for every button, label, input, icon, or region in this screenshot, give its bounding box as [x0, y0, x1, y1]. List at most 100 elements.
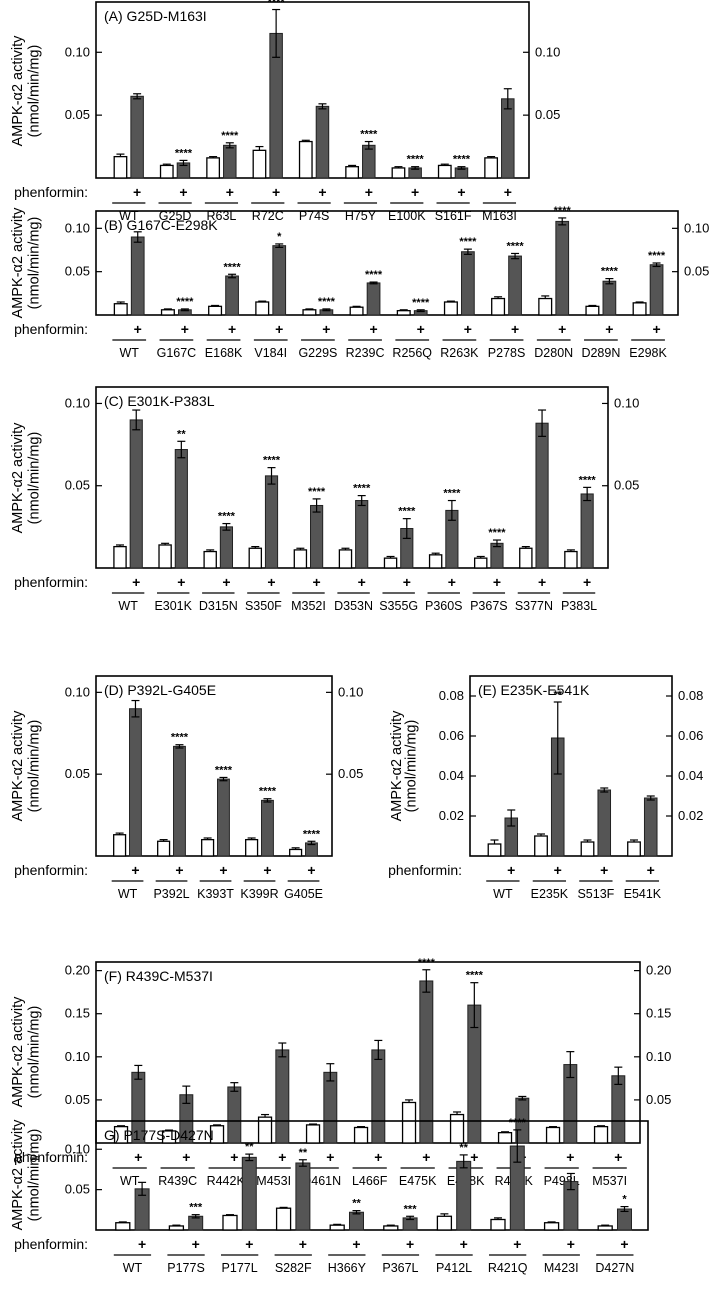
bar-untreated [349, 306, 364, 316]
category-label: E235K [531, 887, 569, 901]
y-axis-label: AMPK-α2 activity(nmol/min/mg) [10, 35, 43, 146]
y-tick-label-left: 0.10 [65, 44, 90, 59]
bar-phenformin [295, 1162, 311, 1231]
phenformin-plus: + [538, 574, 546, 590]
bar-untreated [302, 309, 317, 316]
panel-E: (E) E235K-E541K 0.02 0.02 0.04 0.04 0.06 0.06 0… [388, 675, 703, 901]
bar-untreated [490, 1218, 506, 1231]
category-label: S161F [435, 209, 472, 223]
y-axis-label-line2: (nmol/min/mg) [27, 217, 43, 310]
phenformin-plus: + [134, 321, 142, 337]
bar-phenformin [227, 1086, 242, 1144]
panel-title: (A) G25D-M163I [104, 8, 207, 24]
significance-label: ** [553, 689, 562, 701]
phenformin-plus: + [614, 1149, 622, 1165]
significance-label: **** [466, 970, 484, 982]
category-label: WT [493, 887, 513, 901]
bar-phenformin [602, 280, 617, 316]
plot-frame [95, 210, 679, 316]
phenformin-plus: + [470, 1149, 478, 1165]
y-tick-label-left: 0.04 [439, 768, 464, 783]
bar-untreated [206, 157, 221, 179]
bar-untreated [519, 547, 533, 569]
bar-phenformin [129, 708, 142, 857]
bar-untreated [298, 140, 313, 179]
phenformin-plus: + [374, 1149, 382, 1165]
category-label: M453I [256, 1174, 291, 1188]
bar-phenformin [366, 282, 381, 316]
bar-phenformin [555, 220, 570, 316]
category-label: E298K [629, 346, 667, 360]
y-tick-label-right: 0.04 [678, 768, 703, 783]
bar-untreated [158, 544, 172, 569]
y-tick-label-left: 0.05 [65, 478, 90, 493]
y-tick-label-right: 0.06 [678, 728, 703, 743]
phenformin-plus: + [605, 321, 613, 337]
phenformin-plus: + [460, 1236, 468, 1252]
bar-untreated [305, 1124, 321, 1144]
y-axis-label-line1: AMPK-α2 activity [10, 35, 26, 146]
phenformin-plus: + [365, 184, 373, 200]
bar-untreated [534, 835, 548, 857]
bar-phenformin [348, 1211, 364, 1231]
panel-title: (E) E235K-E541K [478, 682, 590, 698]
bar-phenformin [223, 144, 237, 179]
y-tick-label-left: 0.10 [65, 684, 90, 699]
y-tick-label-right: 0.10 [646, 1049, 671, 1064]
significance-label: **** [215, 764, 233, 776]
significance-label: **** [353, 483, 371, 495]
bar-untreated [168, 1225, 185, 1231]
phenformin-plus: + [493, 574, 501, 590]
phenformin-plus: + [245, 1236, 253, 1252]
significance-label: **** [579, 474, 597, 486]
y-axis-label-line2: (nmol/min/mg) [27, 1129, 43, 1222]
category-label: P360S [425, 599, 463, 613]
bar-untreated [564, 550, 578, 569]
bar-untreated [401, 1101, 417, 1144]
significance-label: **** [218, 511, 236, 523]
bar-phenformin [130, 95, 144, 179]
category-label: S350F [245, 599, 282, 613]
phenformin-plus: + [175, 862, 183, 878]
y-tick-label-left: 0.10 [65, 220, 90, 235]
y-tick-label-left: 0.10 [65, 1141, 90, 1156]
bar-untreated [545, 1126, 561, 1144]
bar-untreated [245, 838, 259, 857]
phenformin-plus: + [358, 574, 366, 590]
category-label: P367L [382, 1261, 418, 1275]
y-tick-label-left: 0.06 [439, 728, 464, 743]
phenformin-plus: + [318, 184, 326, 200]
phenformin-plus: + [226, 184, 234, 200]
category-label: R239C [346, 346, 385, 360]
bar-untreated [293, 549, 308, 569]
category-label: R421Q [488, 1261, 528, 1275]
phenformin-plus: + [457, 184, 465, 200]
phenformin-plus: + [272, 184, 280, 200]
category-label: WT [123, 1261, 143, 1275]
bar-phenformin [597, 789, 612, 857]
significance-label: * [622, 1194, 627, 1206]
phenformin-plus: + [566, 1149, 574, 1165]
significance-label: **** [365, 269, 383, 281]
bar-untreated [289, 848, 303, 857]
bar-untreated [113, 834, 127, 857]
bar-untreated [160, 309, 175, 316]
y-axis-label-line2: (nmol/min/mg) [27, 432, 43, 525]
bar-untreated [203, 550, 217, 569]
category-label: R442K [207, 1174, 246, 1188]
phenformin-plus: + [511, 321, 519, 337]
bar-phenformin [173, 745, 186, 857]
y-tick-label-right: 0.15 [646, 1006, 671, 1021]
significance-label: **** [459, 236, 477, 248]
significance-label: **** [418, 957, 436, 969]
significance-label: **** [412, 297, 430, 309]
y-axis-label-line1: AMPK-α2 activity [10, 996, 26, 1107]
y-axis-label: AMPK-α2 activity(nmol/min/mg) [10, 207, 43, 318]
phenformin-plus: + [647, 862, 655, 878]
significance-label: **** [223, 261, 241, 273]
category-label: WT [118, 599, 138, 613]
phenformin-plus: + [278, 1149, 286, 1165]
category-label: G229S [298, 346, 337, 360]
bar-phenformin [643, 797, 658, 857]
category-label: R263K [440, 346, 479, 360]
